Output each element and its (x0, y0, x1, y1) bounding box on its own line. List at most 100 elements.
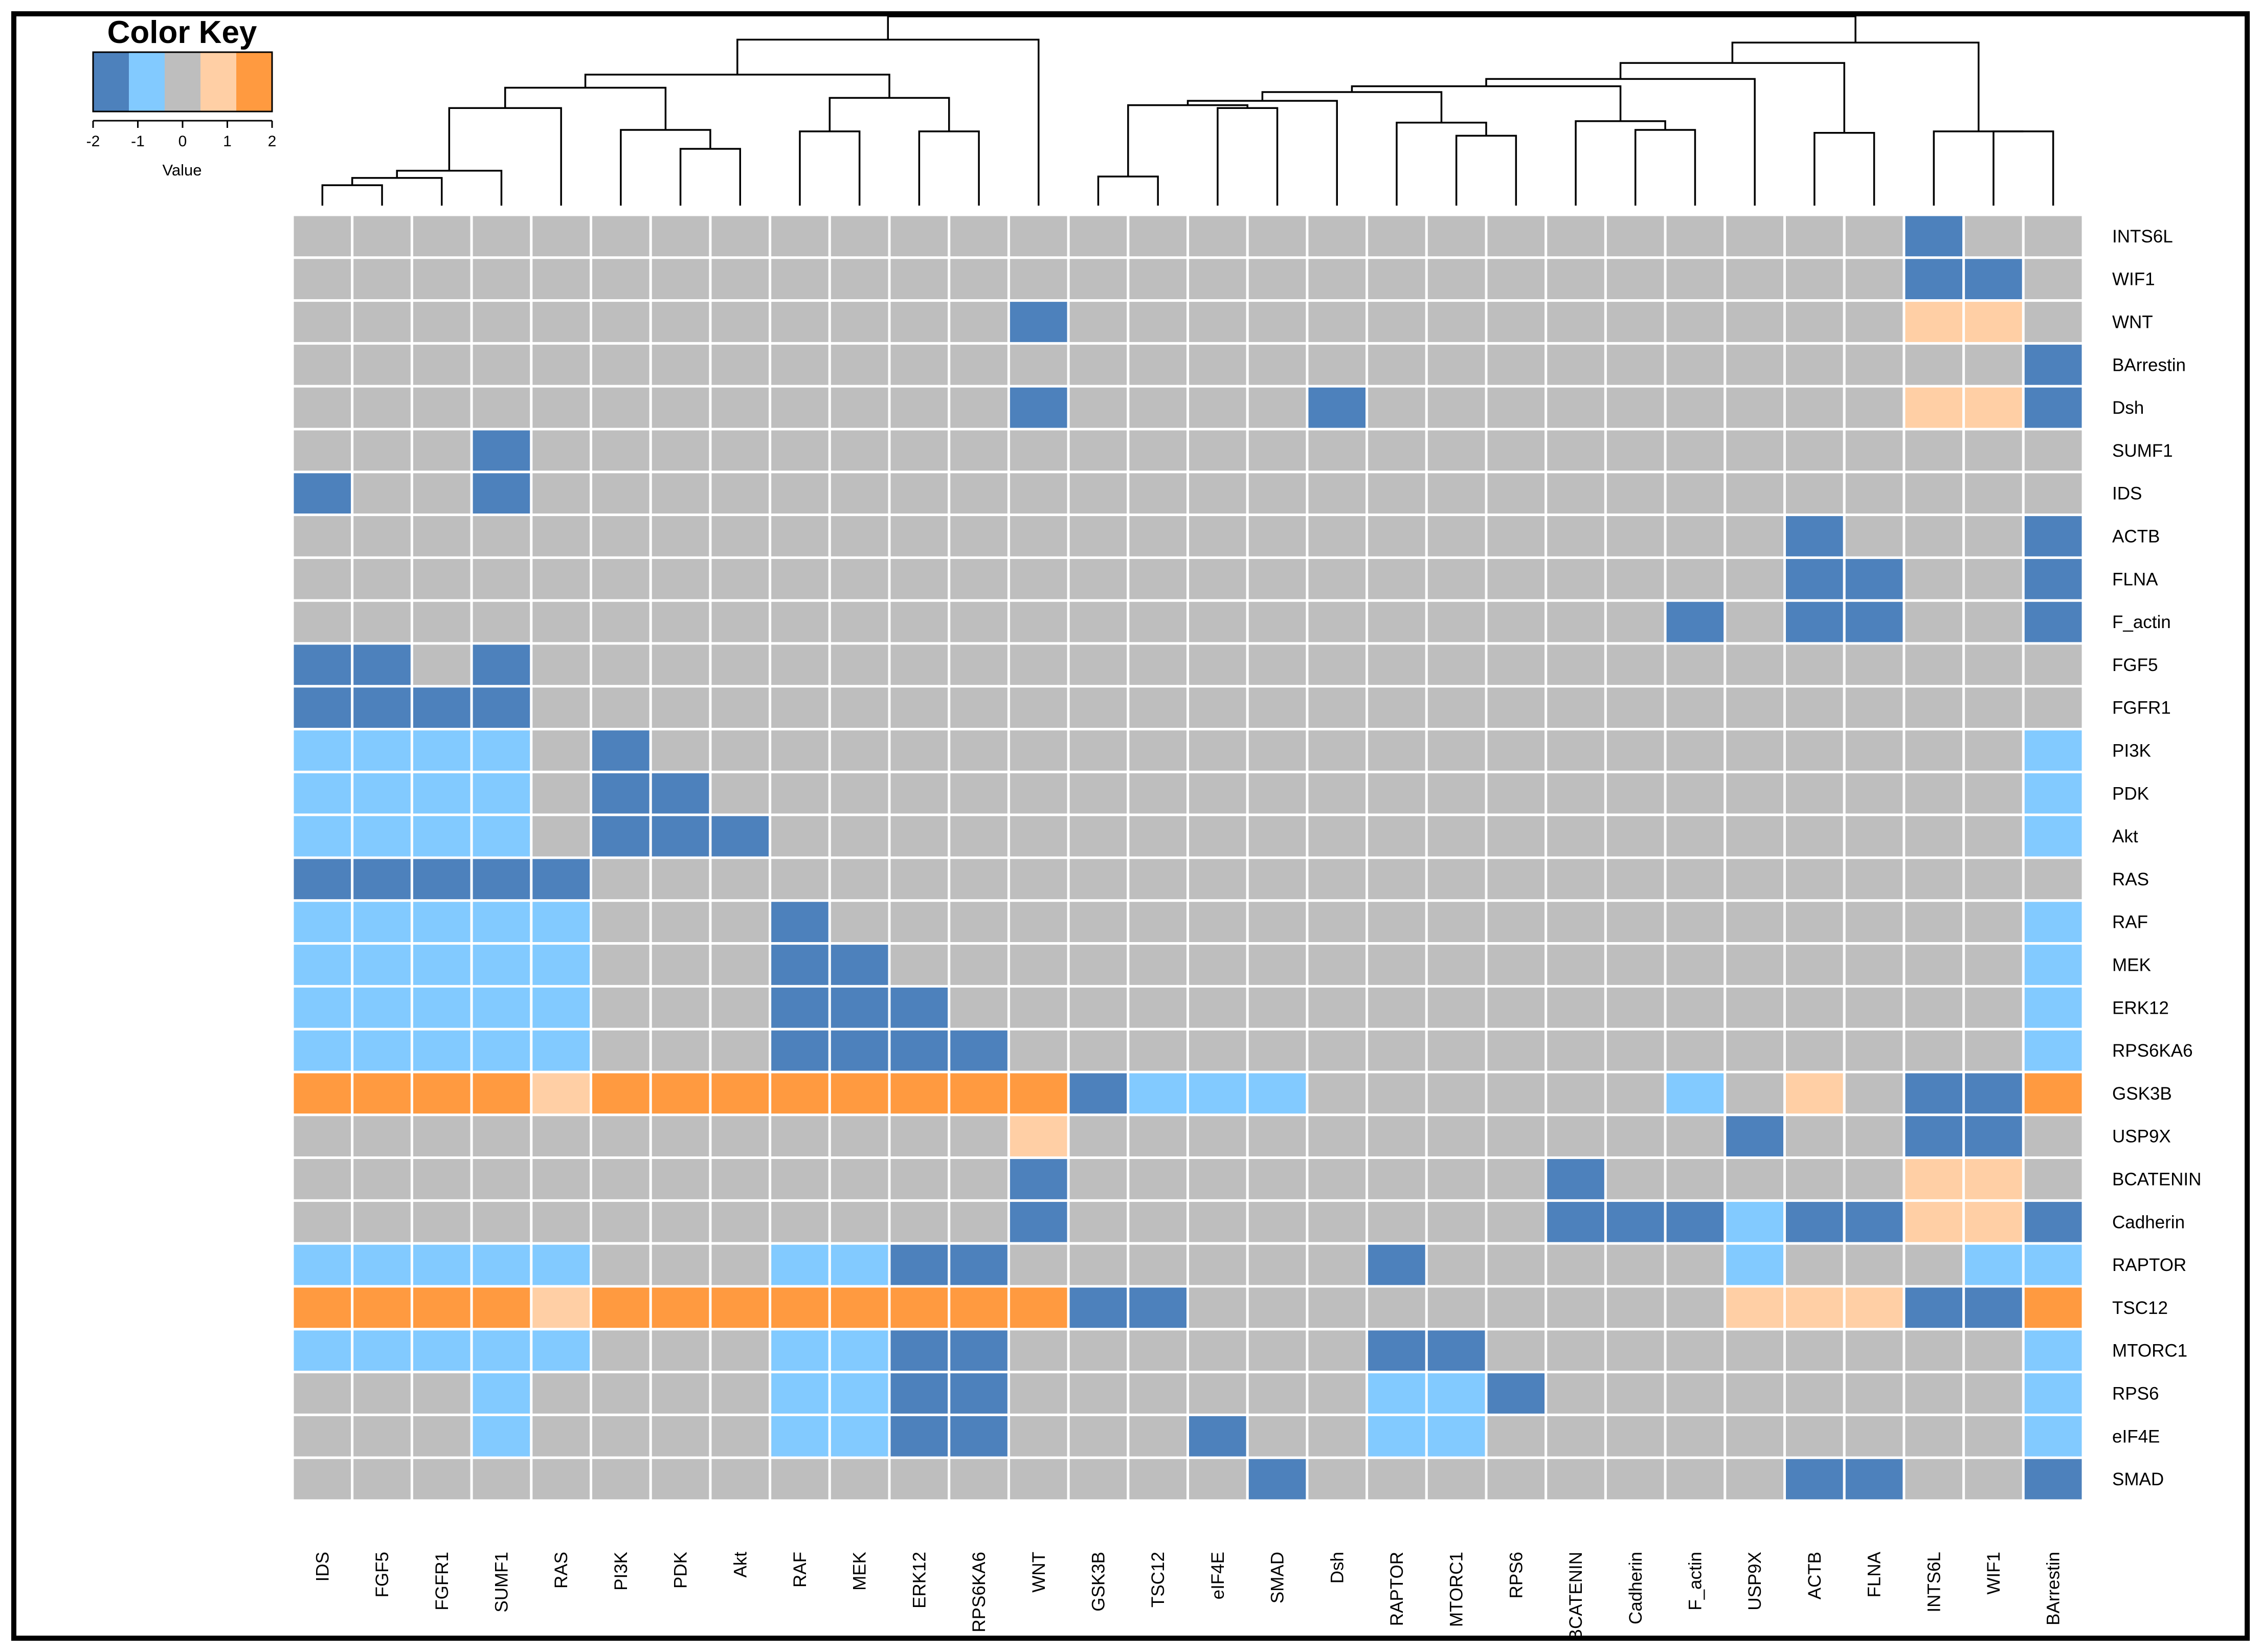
heatmap-cell (530, 1413, 593, 1459)
heatmap-cell (709, 471, 772, 517)
heatmap-cell (1664, 471, 1727, 517)
heatmap-cell (1783, 299, 1846, 345)
heatmap-cell (1783, 213, 1846, 259)
heatmap-cell (1306, 556, 1369, 602)
heatmap-cell (1067, 556, 1130, 602)
heatmap-cell (1723, 856, 1786, 902)
heatmap-cell (1544, 1371, 1607, 1416)
heatmap-cell (1127, 1113, 1190, 1159)
heatmap-cell (470, 213, 533, 259)
heatmap-cell (1187, 1113, 1249, 1159)
heatmap-cell (649, 813, 712, 859)
heatmap-cell (1425, 1456, 1488, 1502)
heatmap-cell (1425, 1156, 1488, 1202)
heatmap-cell (1843, 1371, 1906, 1416)
heatmap-cell (1306, 1328, 1369, 1374)
heatmap-cell (530, 1242, 593, 1288)
heatmap-cell (1485, 728, 1548, 773)
heatmap-cell (291, 514, 354, 559)
heatmap-cell (1843, 471, 1906, 517)
heatmap-cell (1007, 1199, 1070, 1245)
heatmap-cell (888, 213, 951, 259)
heatmap-cell (1127, 985, 1190, 1031)
heatmap-cell (590, 942, 652, 988)
heatmap-cell (291, 1456, 354, 1502)
heatmap-cell (649, 942, 712, 988)
heatmap-cell (1664, 1199, 1727, 1245)
heatmap-cell (1604, 556, 1667, 602)
heatmap-cell (1067, 385, 1130, 431)
heatmap-cell (948, 856, 1010, 902)
heatmap-cell (1067, 1028, 1130, 1074)
heatmap-cell (1007, 1156, 1070, 1202)
heatmap-cell (1007, 428, 1070, 474)
heatmap-cell (530, 1285, 593, 1331)
heatmap-cell (1067, 1371, 1130, 1416)
heatmap-cell (2022, 770, 2085, 816)
heatmap-cell (769, 385, 831, 431)
heatmap-cell (649, 728, 712, 773)
heatmap-cell (1723, 385, 1786, 431)
heatmap-cell (410, 1328, 473, 1374)
heatmap-cell (351, 642, 413, 688)
heatmap-cell (1306, 985, 1369, 1031)
heatmap-cell (410, 1242, 473, 1288)
heatmap-cell (1485, 1028, 1548, 1074)
heatmap-cell (351, 471, 413, 517)
heatmap-cell (769, 1413, 831, 1459)
heatmap-cell (948, 599, 1010, 645)
heatmap-cell (1067, 428, 1130, 474)
heatmap-cell (351, 599, 413, 645)
heatmap-cell (1544, 728, 1607, 773)
heatmap-cell (1723, 1070, 1786, 1117)
heatmap-cell (530, 385, 593, 431)
heatmap-cell (1365, 1156, 1428, 1202)
heatmap-cell (470, 1456, 533, 1502)
heatmap-cell (1187, 942, 1249, 988)
heatmap-cell (1544, 856, 1607, 902)
heatmap-cell (1544, 1413, 1607, 1459)
heatmap-cell (1783, 642, 1846, 688)
heatmap-cell (2022, 1028, 2085, 1074)
heatmap-cell (1902, 1456, 1965, 1502)
heatmap-cell (709, 213, 772, 259)
heatmap-cell (1843, 514, 1906, 559)
heatmap-cell (1127, 728, 1190, 773)
heatmap-cell (410, 770, 473, 816)
heatmap-cell (470, 770, 533, 816)
heatmap-cell (1067, 1456, 1130, 1502)
heatmap-cell (709, 1199, 772, 1245)
heatmap-cell (649, 599, 712, 645)
heatmap-cell (649, 1156, 712, 1202)
heatmap-cell (470, 556, 533, 602)
heatmap-cell (1723, 813, 1786, 859)
heatmap-cell (470, 1028, 533, 1074)
heatmap-cell (1723, 770, 1786, 816)
heatmap-cell (2022, 1456, 2085, 1502)
heatmap-cell (1723, 1328, 1786, 1374)
heatmap-cell (649, 1371, 712, 1416)
heatmap-cell (291, 942, 354, 988)
heatmap-cell (291, 342, 354, 388)
heatmap-cell (1306, 342, 1369, 388)
heatmap-cell (1007, 1285, 1070, 1331)
column-label: ERK12 (909, 1552, 929, 1609)
heatmap-cell (1067, 213, 1130, 259)
heatmap-cell (1962, 428, 2025, 474)
heatmap-cell (828, 428, 891, 474)
heatmap-cell (590, 685, 652, 731)
heatmap-cell (470, 728, 533, 773)
heatmap-cell (948, 642, 1010, 688)
heatmap-cell (1723, 985, 1786, 1031)
heatmap-cell (1425, 213, 1488, 259)
heatmap-cell (1544, 942, 1607, 988)
dendrogram-branch (1731, 41, 1980, 131)
row-label: MTORC1 (2112, 1341, 2187, 1361)
heatmap-cell (351, 770, 413, 816)
heatmap-cell (1127, 1328, 1190, 1374)
heatmap-cell (1783, 1113, 1846, 1159)
dendrogram-branch (1635, 129, 1696, 206)
heatmap-cell (1246, 813, 1309, 859)
heatmap-cell (530, 899, 593, 945)
heatmap-cell (470, 1156, 533, 1202)
